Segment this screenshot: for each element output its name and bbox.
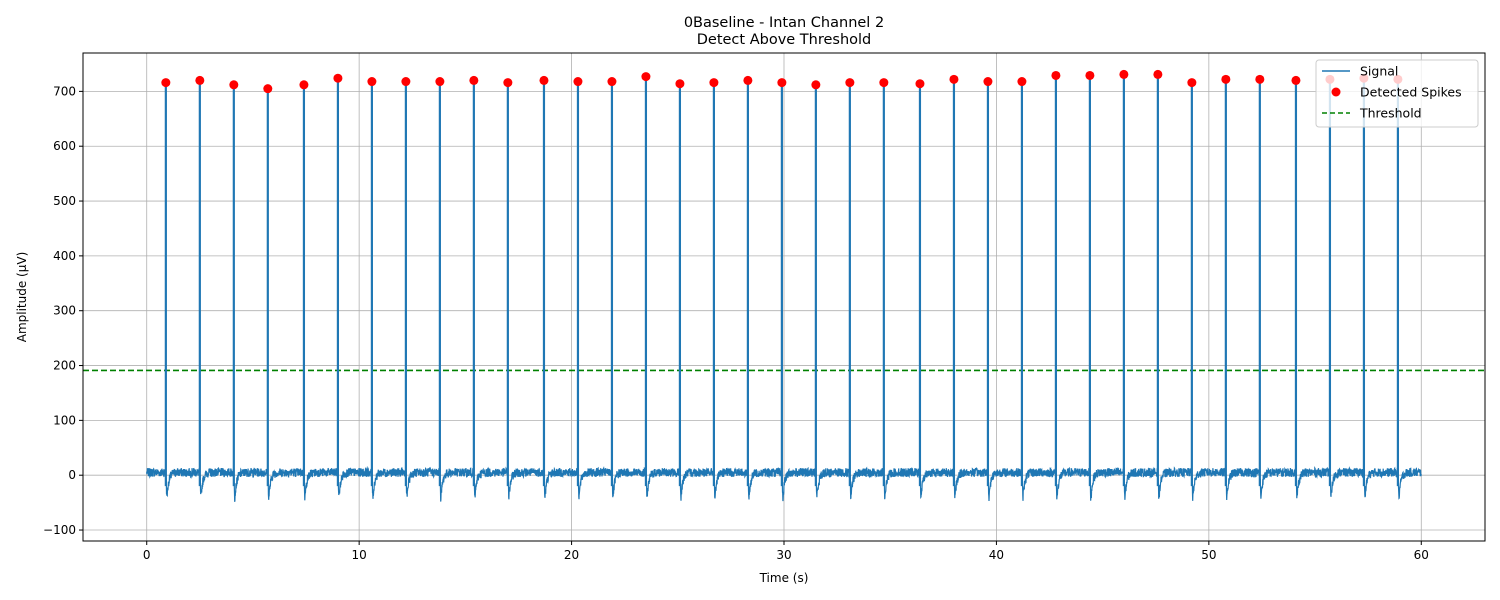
y-tick-label-3: 200: [53, 359, 76, 373]
y-tick-label-4: 300: [53, 304, 76, 318]
chart-subtitle: Detect Above Threshold: [697, 32, 872, 48]
detected-spike-25: [1017, 77, 1027, 87]
legend-spikes-swatch: [1331, 87, 1341, 97]
detected-spike-14: [641, 72, 651, 82]
y-tick-label-5: 400: [53, 249, 76, 263]
detected-spike-28: [1119, 69, 1129, 79]
detected-spike-20: [845, 78, 855, 88]
x-axis-ticks: 0 10 20 30 40 50 60: [143, 541, 1429, 562]
detected-spike-7: [401, 77, 411, 87]
detected-spike-17: [743, 75, 753, 85]
detected-spikes-layer: [161, 69, 1403, 94]
detected-spike-19: [811, 80, 821, 90]
detected-spike-15: [675, 79, 685, 89]
detected-spike-2: [229, 80, 239, 90]
y-axis-ticks: −100 0 100 200 300 400 500 600 700: [43, 84, 83, 537]
x-tick-label-5: 50: [1201, 548, 1216, 562]
detected-spike-24: [983, 77, 993, 87]
detected-spike-30: [1187, 78, 1197, 88]
x-tick-label-4: 40: [989, 548, 1004, 562]
y-tick-label-8: 700: [53, 84, 76, 98]
detected-spike-32: [1255, 74, 1265, 84]
detected-spike-10: [503, 78, 513, 88]
legend-threshold-label: Threshold: [1359, 106, 1422, 121]
y-axis-label: Amplitude (µV): [15, 252, 29, 343]
x-tick-label-0: 0: [143, 548, 151, 562]
legend-box: [1315, 59, 1479, 128]
signal-trace: [146, 465, 1422, 502]
detected-spike-4: [299, 80, 309, 90]
detected-spike-9: [469, 75, 479, 85]
y-tick-label-0: −100: [43, 523, 76, 537]
x-tick-label-1: 10: [352, 548, 367, 562]
detected-spike-5: [333, 73, 343, 83]
detected-spike-21: [879, 78, 889, 88]
detected-spike-27: [1085, 70, 1095, 80]
detected-spike-23: [949, 74, 959, 84]
y-tick-label-2: 100: [53, 413, 76, 427]
detected-spike-1: [195, 75, 205, 85]
legend: Signal Detected Spikes Threshold: [1315, 59, 1479, 128]
detected-spike-6: [367, 77, 377, 87]
y-tick-label-7: 600: [53, 139, 76, 153]
detected-spike-31: [1221, 74, 1231, 84]
detected-spike-33: [1291, 75, 1301, 85]
detected-spike-29: [1153, 69, 1163, 79]
detected-spike-12: [573, 77, 583, 87]
chart-title: 0Baseline - Intan Channel 2: [684, 15, 884, 31]
detected-spike-16: [709, 78, 719, 88]
signal-layer: [146, 74, 1422, 502]
x-axis-label: Time (s): [759, 571, 809, 585]
detected-spike-22: [915, 79, 925, 89]
detected-spike-0: [161, 78, 171, 88]
detected-spike-13: [607, 77, 617, 87]
detected-spike-18: [777, 78, 787, 88]
y-tick-label-1: 0: [68, 468, 76, 482]
detected-spike-11: [539, 75, 549, 85]
detected-spike-3: [263, 84, 273, 94]
y-tick-label-6: 500: [53, 194, 76, 208]
x-tick-label-6: 60: [1414, 548, 1429, 562]
legend-signal-label: Signal: [1360, 64, 1398, 79]
legend-spikes-label: Detected Spikes: [1360, 85, 1462, 100]
detected-spike-26: [1051, 70, 1061, 80]
x-tick-label-2: 20: [564, 548, 579, 562]
x-tick-label-3: 30: [776, 548, 791, 562]
detected-spike-8: [435, 77, 445, 87]
grid-lines: [83, 53, 1485, 541]
